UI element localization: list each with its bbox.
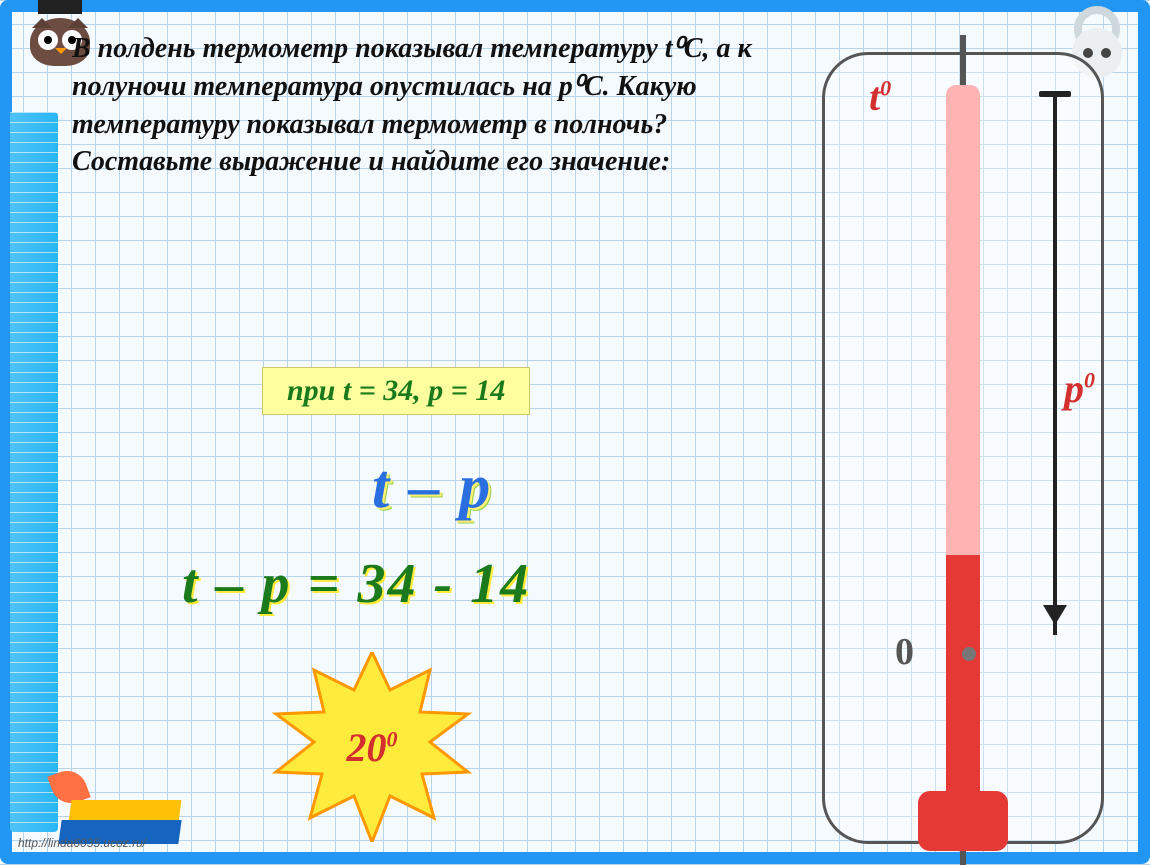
thermometer-fill <box>946 555 980 825</box>
thermometer-bulb <box>918 791 1008 851</box>
zero-label: 0 <box>895 630 914 674</box>
down-arrow <box>1053 95 1057 635</box>
answer-value: 20 <box>347 725 387 770</box>
problem-text: В полдень термометр показывал температур… <box>72 30 792 181</box>
zero-marker <box>962 647 976 661</box>
expression-formula: t – p <box>372 452 492 523</box>
source-url: http://linda6035.ucoz.ru/ <box>18 836 146 850</box>
given-values: при t = 34, p = 14 <box>262 367 530 415</box>
expression-substituted: t – p = 34 - 14 <box>182 552 530 616</box>
t-label: t0 <box>869 73 891 120</box>
thermometer-panel: 0 t0 p0 <box>822 52 1104 844</box>
books-decoration <box>60 764 210 844</box>
ruler-decoration <box>10 112 58 832</box>
answer-starburst: 200 <box>272 652 472 842</box>
answer-degree: 0 <box>387 726 398 751</box>
p-label: p0 <box>1064 365 1095 412</box>
